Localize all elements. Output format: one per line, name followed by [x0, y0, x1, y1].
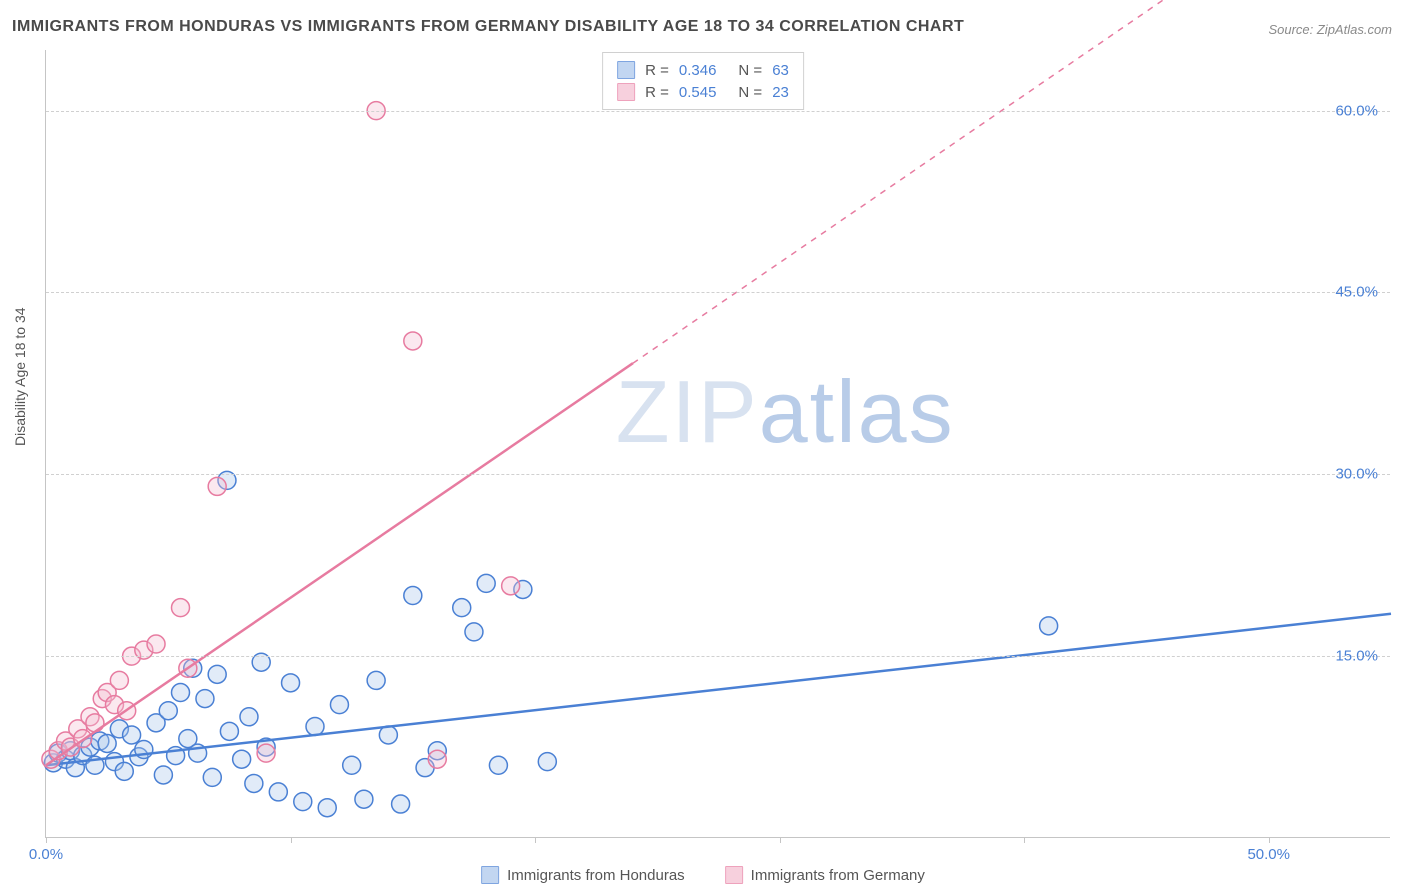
legend-n-label: N = — [738, 62, 762, 79]
series-legend: Immigrants from Honduras Immigrants from … — [481, 866, 925, 884]
data-point — [453, 599, 471, 617]
data-point — [294, 793, 312, 811]
legend-swatch — [481, 866, 499, 884]
data-point — [538, 753, 556, 771]
x-tick — [46, 837, 47, 843]
y-tick-label: 30.0% — [1335, 466, 1378, 483]
plot-area: ZIPatlas 15.0%30.0%45.0%60.0%0.0%50.0% — [45, 50, 1390, 838]
data-point — [257, 744, 275, 762]
y-tick-label: 60.0% — [1335, 102, 1378, 119]
x-tick — [780, 837, 781, 843]
x-tick — [535, 837, 536, 843]
data-point — [240, 708, 258, 726]
gridline — [46, 111, 1390, 112]
data-point — [465, 623, 483, 641]
series-legend-item: Immigrants from Germany — [725, 866, 925, 884]
data-point — [115, 762, 133, 780]
data-point — [220, 722, 238, 740]
chart-title: IMMIGRANTS FROM HONDURAS VS IMMIGRANTS F… — [12, 18, 964, 36]
gridline — [46, 474, 1390, 475]
y-axis-label: Disability Age 18 to 34 — [12, 307, 28, 446]
data-point — [428, 750, 446, 768]
series-legend-label: Immigrants from Honduras — [507, 867, 685, 884]
series-legend-label: Immigrants from Germany — [751, 867, 925, 884]
data-point — [404, 587, 422, 605]
x-tick — [1269, 837, 1270, 843]
data-point — [86, 714, 104, 732]
data-point — [477, 574, 495, 592]
legend-r-label: R = — [645, 62, 669, 79]
correlation-legend: R = 0.346 N = 63 R = 0.545 N = 23 — [602, 52, 804, 110]
x-tick-label: 50.0% — [1247, 846, 1290, 863]
data-point — [208, 477, 226, 495]
legend-r-value: 0.545 — [679, 84, 717, 101]
legend-swatch — [617, 61, 635, 79]
data-point — [154, 766, 172, 784]
data-point — [489, 756, 507, 774]
x-tick — [291, 837, 292, 843]
source-attribution: Source: ZipAtlas.com — [1268, 22, 1392, 37]
legend-r-value: 0.346 — [679, 62, 717, 79]
gridline — [46, 292, 1390, 293]
legend-r-label: R = — [645, 84, 669, 101]
legend-swatch — [617, 83, 635, 101]
data-point — [147, 635, 165, 653]
trend-line — [46, 614, 1391, 766]
chart-svg — [46, 50, 1390, 837]
legend-n-value: 63 — [772, 62, 789, 79]
correlation-legend-row: R = 0.346 N = 63 — [617, 59, 789, 81]
data-point — [343, 756, 361, 774]
x-tick — [1024, 837, 1025, 843]
data-point — [367, 671, 385, 689]
data-point — [1040, 617, 1058, 635]
correlation-legend-row: R = 0.545 N = 23 — [617, 81, 789, 103]
legend-swatch — [725, 866, 743, 884]
x-tick-label: 0.0% — [29, 846, 63, 863]
data-point — [123, 726, 141, 744]
data-point — [502, 577, 520, 595]
data-point — [245, 774, 263, 792]
data-point — [172, 684, 190, 702]
data-point — [404, 332, 422, 350]
data-point — [208, 665, 226, 683]
data-point — [159, 702, 177, 720]
data-point — [233, 750, 251, 768]
legend-n-value: 23 — [772, 84, 789, 101]
data-point — [98, 734, 116, 752]
data-point — [196, 690, 214, 708]
data-point — [392, 795, 410, 813]
data-point — [355, 790, 373, 808]
data-point — [110, 671, 128, 689]
data-point — [269, 783, 287, 801]
data-point — [203, 768, 221, 786]
data-point — [172, 599, 190, 617]
legend-n-label: N = — [738, 84, 762, 101]
y-tick-label: 45.0% — [1335, 284, 1378, 301]
data-point — [306, 717, 324, 735]
data-point — [318, 799, 336, 817]
data-point — [330, 696, 348, 714]
y-tick-label: 15.0% — [1335, 648, 1378, 665]
data-point — [282, 674, 300, 692]
gridline — [46, 656, 1390, 657]
series-legend-item: Immigrants from Honduras — [481, 866, 685, 884]
